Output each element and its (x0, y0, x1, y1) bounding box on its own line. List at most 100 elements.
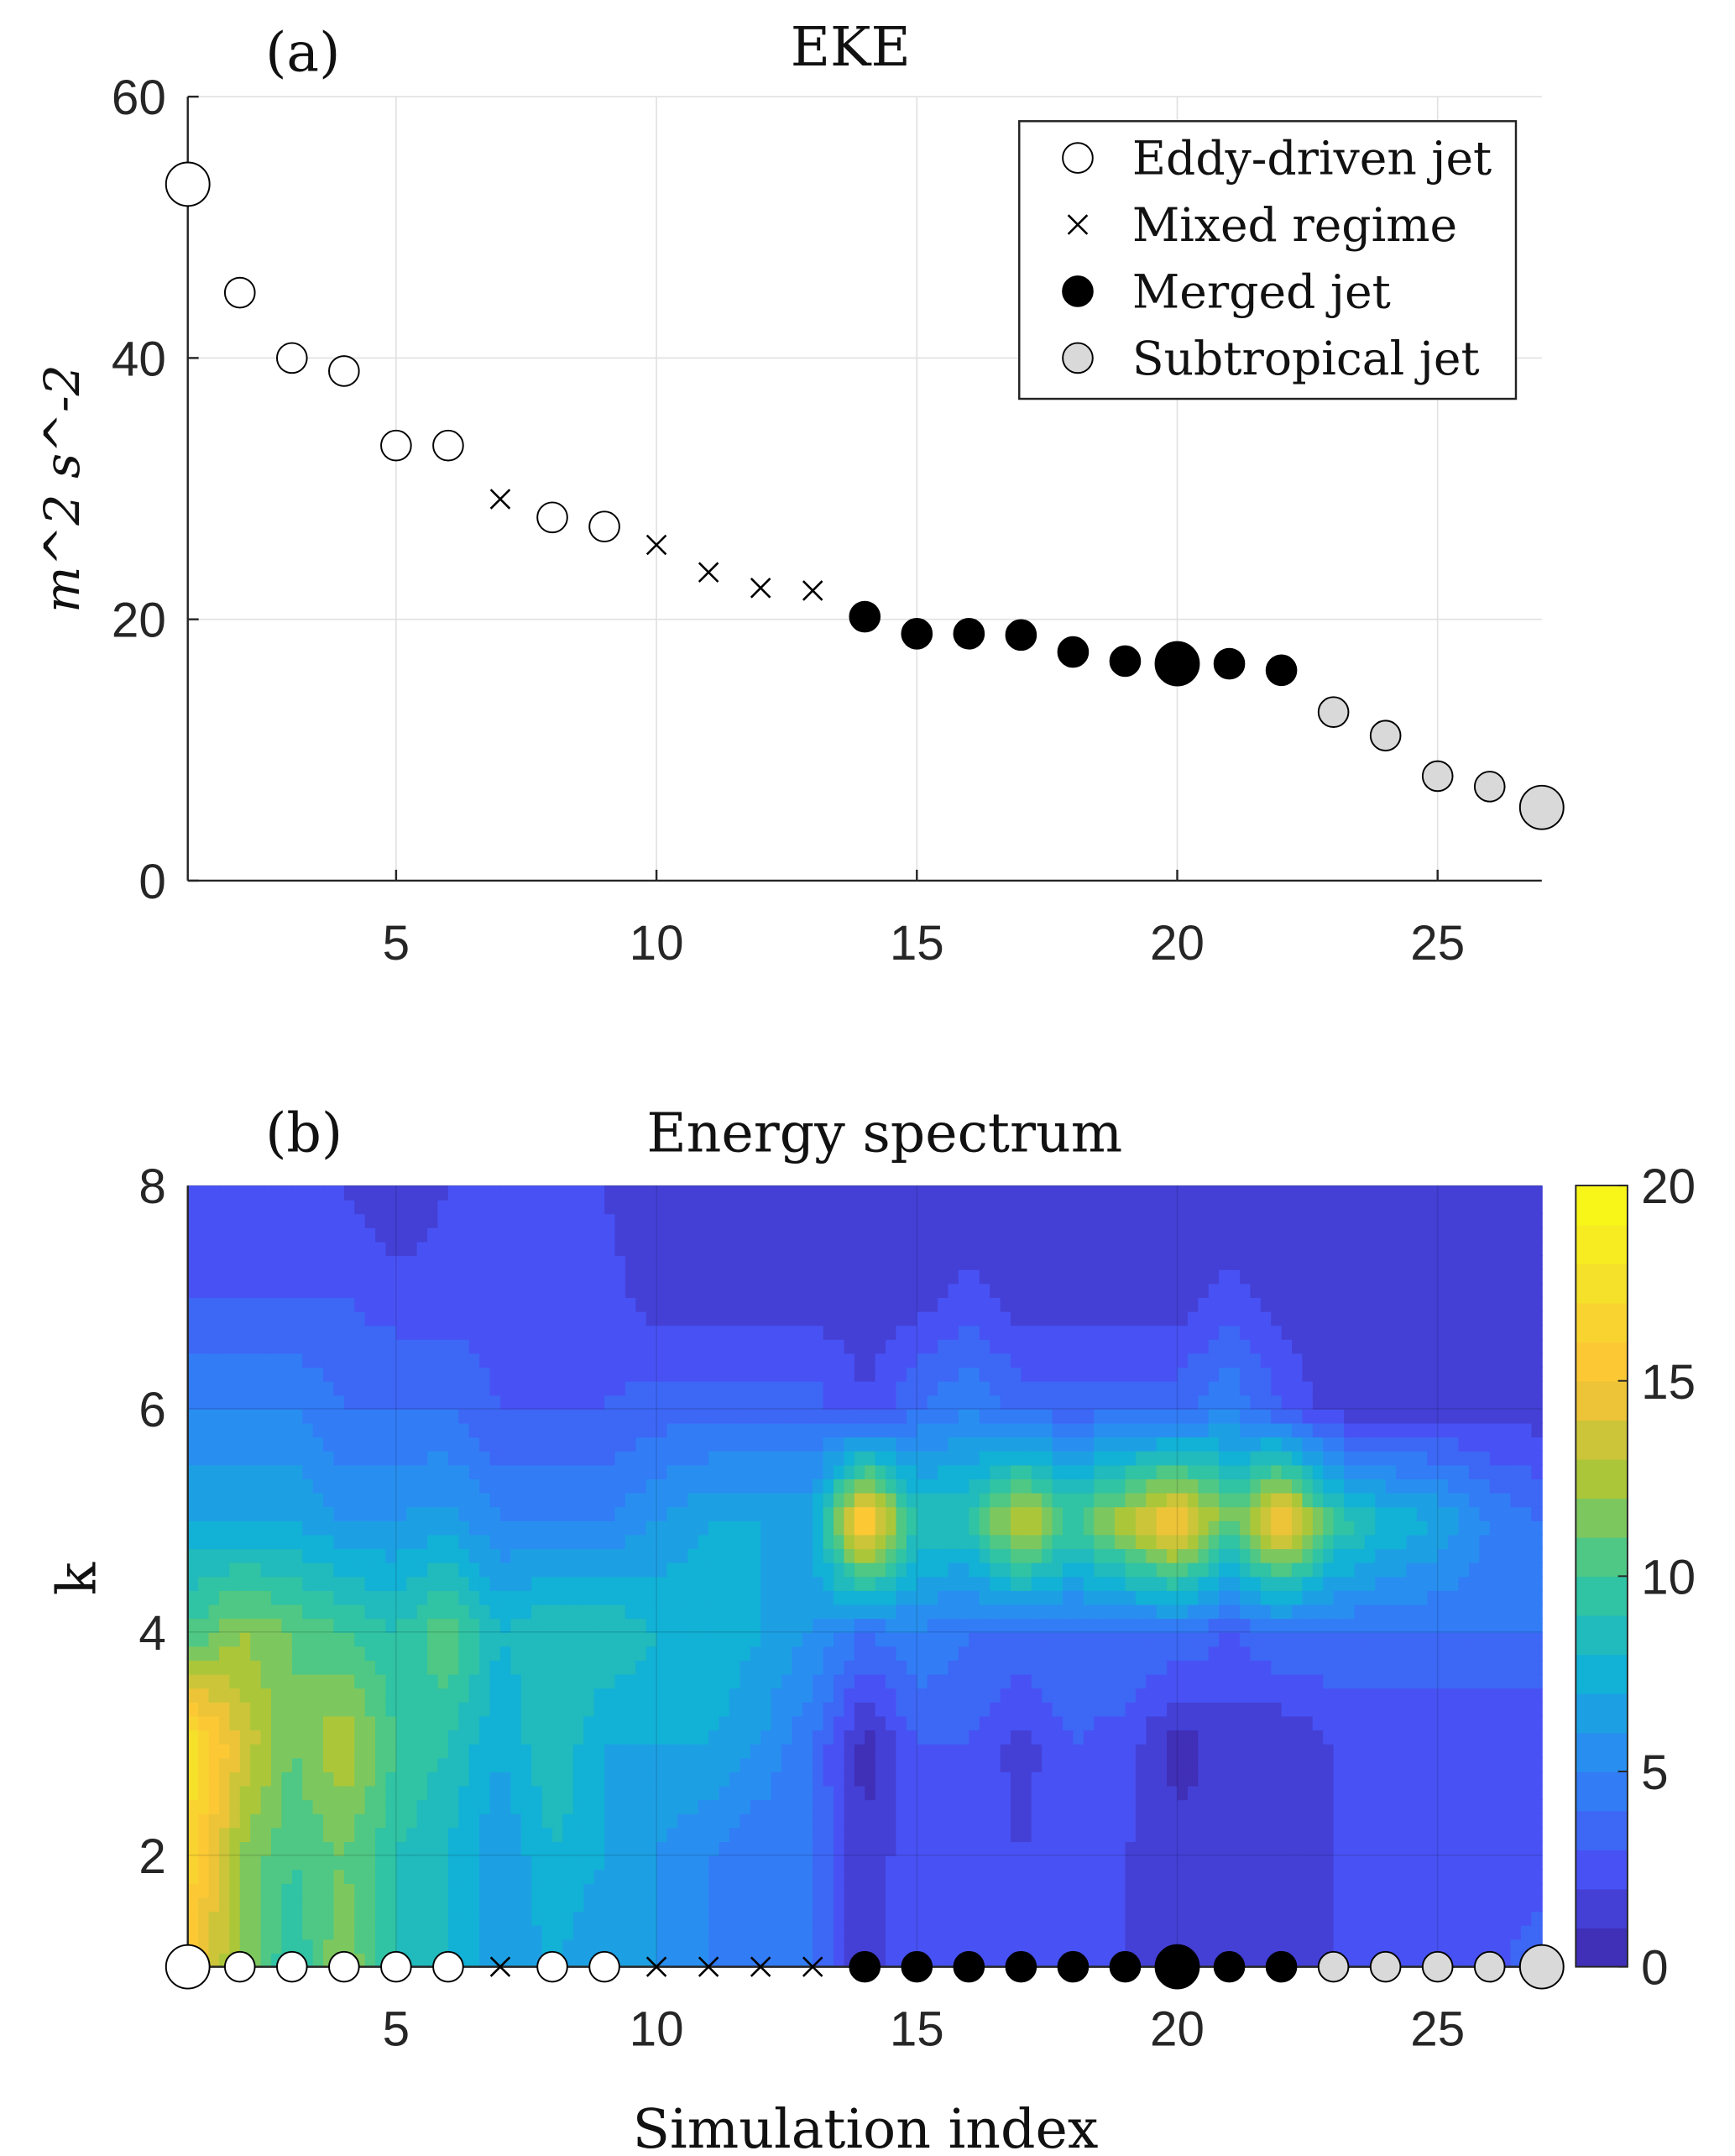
heatmap-cell (198, 1255, 210, 1270)
heatmap-cell (708, 1576, 720, 1591)
heatmap-cell (792, 1827, 803, 1843)
heatmap-cell (218, 1646, 231, 1661)
heatmap-cell (948, 1311, 959, 1327)
heatmap-cell (552, 1688, 564, 1703)
heatmap-cell (979, 1297, 991, 1312)
heatmap-cell (458, 1436, 470, 1452)
heatmap-cell (447, 1367, 460, 1382)
heatmap-cell (1063, 1869, 1074, 1884)
heatmap-cell (1000, 1213, 1011, 1228)
heatmap-cell (938, 1297, 949, 1312)
heatmap-cell (323, 1882, 335, 1898)
heatmap-cell (552, 1743, 564, 1759)
heatmap-cell (614, 1827, 626, 1843)
heatmap-cell (760, 1618, 772, 1633)
heatmap-cell (416, 1548, 429, 1563)
heatmap-cell (834, 1604, 845, 1620)
heatmap-cell (427, 1311, 439, 1327)
heatmap-cell (354, 1882, 366, 1898)
heatmap-cell (218, 1660, 231, 1675)
heatmap-cell (760, 1785, 772, 1801)
heatmap-cell (479, 1785, 491, 1801)
heatmap-cell (1094, 1631, 1105, 1647)
heatmap-cell (499, 1534, 512, 1550)
heatmap-cell (886, 1688, 897, 1703)
heatmap-cell (719, 1743, 730, 1759)
heatmap-cell (1063, 1604, 1074, 1620)
heatmap-cell (270, 1897, 283, 1913)
heatmap-cell (385, 1813, 397, 1829)
heatmap-cell (416, 1241, 429, 1257)
heatmap-cell (729, 1450, 741, 1466)
heatmap-cell (906, 1701, 918, 1717)
heatmap-cell (865, 1924, 876, 1940)
heatmap-cell (687, 1631, 699, 1647)
heatmap-cell (270, 1199, 283, 1215)
heatmap-cell (896, 1255, 907, 1270)
heatmap-cell (437, 1939, 449, 1954)
heatmap-cell (468, 1338, 481, 1354)
heatmap-cell (739, 1841, 751, 1856)
heatmap-cell (896, 1589, 907, 1605)
heatmap-cell (208, 1589, 220, 1605)
heatmap-cell (1031, 1604, 1043, 1620)
heatmap-cell (552, 1646, 564, 1661)
heatmap-cell (562, 1911, 574, 1926)
heatmap-cell (364, 1673, 377, 1689)
heatmap-cell (1083, 1325, 1095, 1340)
heatmap-cell (250, 1869, 262, 1884)
heatmap-cell (333, 1730, 345, 1745)
heatmap-cell (917, 1882, 928, 1898)
heatmap-cell (323, 1311, 335, 1327)
heatmap-cell (468, 1589, 481, 1605)
heatmap-cell (406, 1311, 418, 1327)
heatmap-cell (343, 1785, 356, 1801)
heatmap-cell (520, 1771, 533, 1787)
heatmap-cell (375, 1743, 387, 1759)
heatmap-cell (489, 1325, 501, 1340)
heatmap-cell (270, 1241, 283, 1257)
heatmap-cell (229, 1478, 241, 1494)
heatmap-cell (624, 1367, 637, 1382)
heatmap-cell (1063, 1269, 1074, 1285)
heatmap-cell (323, 1241, 335, 1257)
heatmap-cell (364, 1338, 377, 1354)
heatmap-cell (865, 1255, 876, 1270)
heatmap-cell (1052, 1646, 1063, 1661)
heatmap-cell (229, 1241, 241, 1257)
heatmap-cell (896, 1562, 907, 1578)
heatmap-cell (1063, 1520, 1074, 1536)
heatmap-cell (635, 1618, 647, 1633)
heatmap-cell (489, 1338, 501, 1354)
heatmap-cell (229, 1743, 241, 1759)
heatmap-cell (802, 1576, 814, 1591)
heatmap-cell (583, 1338, 595, 1354)
heatmap-cell (958, 1562, 970, 1578)
heatmap-cell (677, 1422, 689, 1438)
heatmap-cell (489, 1673, 501, 1689)
heatmap-cell (635, 1506, 647, 1521)
heatmap-cell (698, 1869, 710, 1884)
heatmap-cell (531, 1785, 543, 1801)
heatmap-cell (645, 1185, 658, 1201)
heatmap-cell (645, 1869, 658, 1884)
heatmap-cell (624, 1395, 637, 1410)
data-point-eddy (536, 501, 568, 534)
heatmap-cell (427, 1464, 439, 1480)
heatmap-cell (531, 1631, 543, 1647)
heatmap-cell (323, 1673, 335, 1689)
heatmap-cell (624, 1478, 637, 1494)
heatmap-cell (437, 1757, 449, 1772)
heatmap-cell (750, 1618, 762, 1633)
heatmap-cell (990, 1492, 1001, 1508)
heatmap-cell (479, 1673, 491, 1689)
heatmap-cell (1052, 1757, 1063, 1772)
heatmap-cell (510, 1534, 522, 1550)
heatmap-cell (677, 1924, 689, 1940)
heatmap-cell (364, 1367, 377, 1382)
heatmap-cell (385, 1367, 397, 1382)
heatmap-cell (750, 1478, 762, 1494)
heatmap-cell (844, 1492, 855, 1508)
heatmap-cell (687, 1255, 699, 1270)
heatmap-cell (354, 1646, 366, 1661)
